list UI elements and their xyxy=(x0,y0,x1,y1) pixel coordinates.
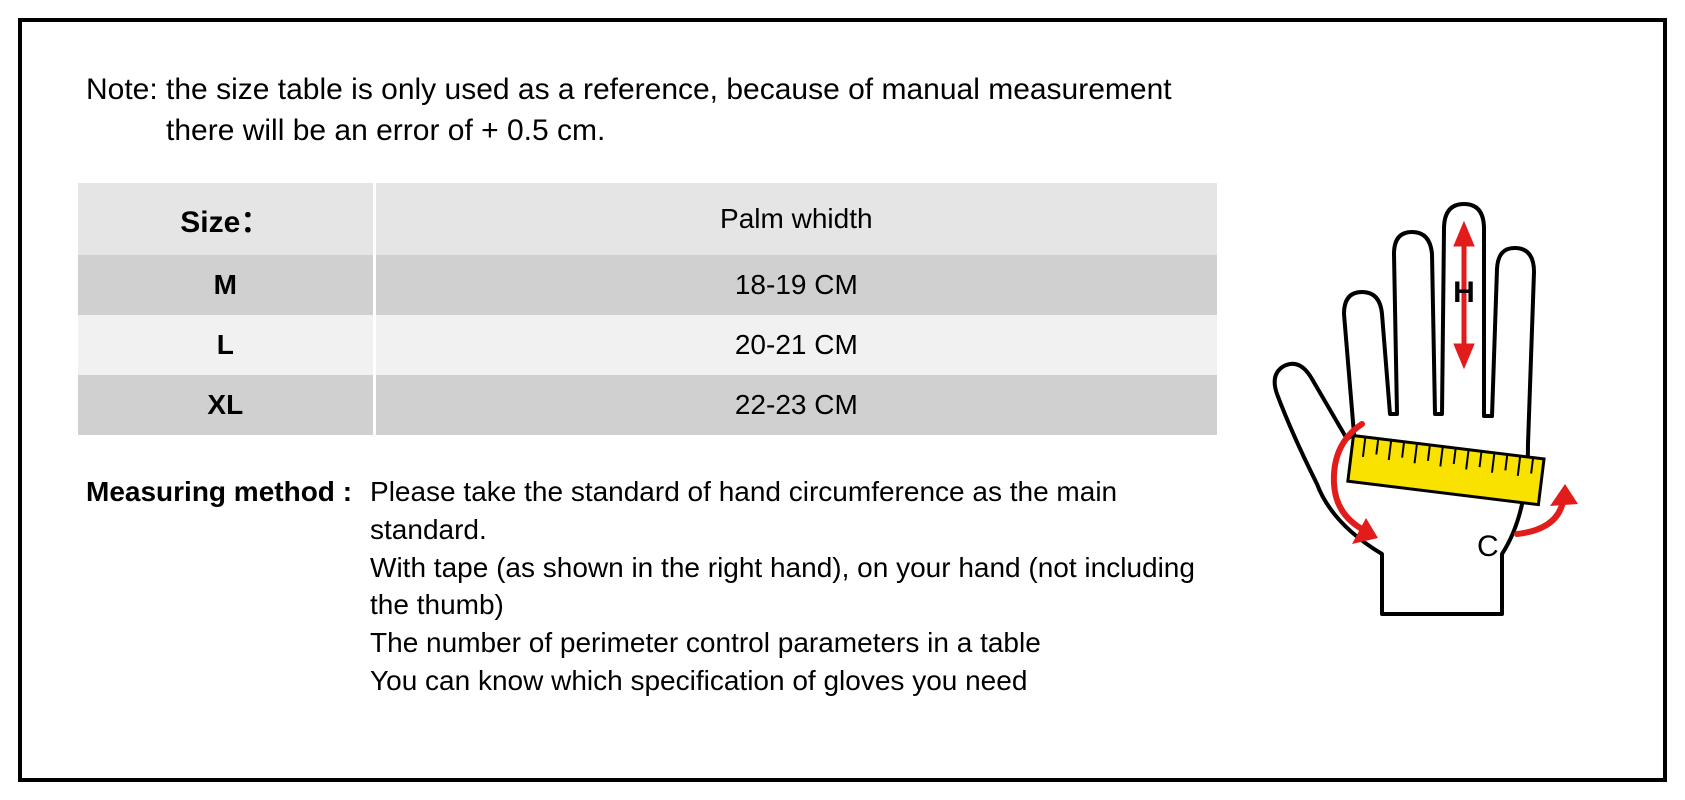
note-text: Note: the size table is only used as a r… xyxy=(78,70,1217,151)
size-table: Size： Palm whidth M 18-19 CM L 20-21 CM … xyxy=(78,183,1217,435)
table-row: L 20-21 CM xyxy=(78,315,1217,375)
table-header-row: Size： Palm whidth xyxy=(78,183,1217,255)
table-row: M 18-19 CM xyxy=(78,255,1217,315)
method-line: With tape (as shown in the right hand), … xyxy=(370,549,1217,625)
cell-size: L xyxy=(78,315,374,375)
header-size: Size： xyxy=(78,183,374,255)
cell-value: 18-19 CM xyxy=(374,255,1217,315)
cell-value: 20-21 CM xyxy=(374,315,1217,375)
header-measure: Palm whidth xyxy=(374,183,1217,255)
note-line2: there will be an error of + 0.5 cm. xyxy=(86,111,1217,152)
method-line: Please take the standard of hand circumf… xyxy=(370,473,1217,549)
method-line: You can know which specification of glov… xyxy=(370,662,1217,700)
cell-size: M xyxy=(78,255,374,315)
label-C: C xyxy=(1477,530,1499,563)
hand-diagram-icon: H xyxy=(1262,184,1602,624)
measuring-method: Measuring method : Please take the stand… xyxy=(78,473,1217,700)
left-column: Note: the size table is only used as a r… xyxy=(78,70,1217,738)
table-row: XL 22-23 CM xyxy=(78,375,1217,435)
method-body: Please take the standard of hand circumf… xyxy=(352,473,1217,700)
cell-size: XL xyxy=(78,375,374,435)
method-label: Measuring method : xyxy=(86,473,352,700)
hand-diagram-container: H xyxy=(1217,70,1607,738)
cell-value: 22-23 CM xyxy=(374,375,1217,435)
note-line1: Note: the size table is only used as a r… xyxy=(86,73,1172,106)
label-H: H xyxy=(1453,276,1475,309)
size-chart-frame: Note: the size table is only used as a r… xyxy=(18,18,1667,782)
method-line: The number of perimeter control paramete… xyxy=(370,624,1217,662)
